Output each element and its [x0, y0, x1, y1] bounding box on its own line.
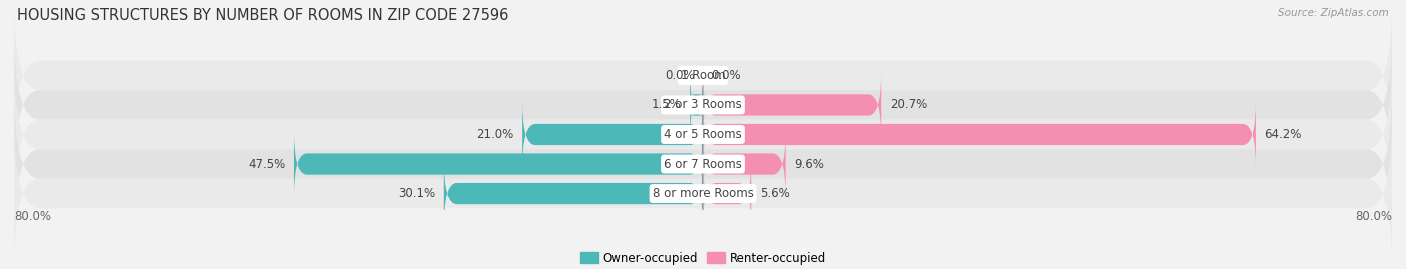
- FancyBboxPatch shape: [522, 101, 703, 168]
- Text: Source: ZipAtlas.com: Source: ZipAtlas.com: [1278, 8, 1389, 18]
- FancyBboxPatch shape: [14, 2, 1392, 149]
- Text: 47.5%: 47.5%: [247, 158, 285, 171]
- Text: 5.6%: 5.6%: [759, 187, 790, 200]
- Text: 4 or 5 Rooms: 4 or 5 Rooms: [664, 128, 742, 141]
- FancyBboxPatch shape: [444, 160, 703, 227]
- Legend: Owner-occupied, Renter-occupied: Owner-occupied, Renter-occupied: [578, 249, 828, 267]
- Text: 80.0%: 80.0%: [14, 210, 51, 224]
- FancyBboxPatch shape: [294, 130, 703, 198]
- Text: 80.0%: 80.0%: [1355, 210, 1392, 224]
- Text: 9.6%: 9.6%: [794, 158, 824, 171]
- FancyBboxPatch shape: [14, 90, 1392, 238]
- FancyBboxPatch shape: [703, 130, 786, 198]
- FancyBboxPatch shape: [703, 71, 882, 139]
- Text: 6 or 7 Rooms: 6 or 7 Rooms: [664, 158, 742, 171]
- FancyBboxPatch shape: [14, 61, 1392, 208]
- Text: 2 or 3 Rooms: 2 or 3 Rooms: [664, 98, 742, 111]
- Text: 1 Room: 1 Room: [681, 69, 725, 82]
- Text: 20.7%: 20.7%: [890, 98, 927, 111]
- Text: 0.0%: 0.0%: [665, 69, 695, 82]
- Text: HOUSING STRUCTURES BY NUMBER OF ROOMS IN ZIP CODE 27596: HOUSING STRUCTURES BY NUMBER OF ROOMS IN…: [17, 8, 508, 23]
- Text: 8 or more Rooms: 8 or more Rooms: [652, 187, 754, 200]
- FancyBboxPatch shape: [14, 31, 1392, 179]
- FancyBboxPatch shape: [14, 120, 1392, 267]
- Text: 64.2%: 64.2%: [1264, 128, 1302, 141]
- FancyBboxPatch shape: [703, 101, 1256, 168]
- FancyBboxPatch shape: [690, 71, 703, 139]
- Text: 1.5%: 1.5%: [652, 98, 682, 111]
- FancyBboxPatch shape: [703, 160, 751, 227]
- Text: 0.0%: 0.0%: [711, 69, 741, 82]
- Text: 30.1%: 30.1%: [398, 187, 436, 200]
- Text: 21.0%: 21.0%: [477, 128, 513, 141]
